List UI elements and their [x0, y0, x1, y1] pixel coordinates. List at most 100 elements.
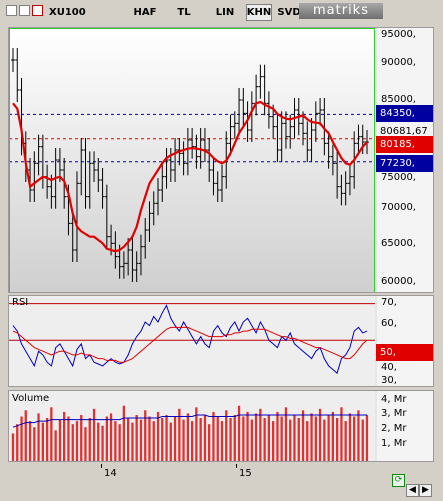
volume-bar	[24, 410, 27, 461]
volume-bar	[114, 421, 117, 461]
volume-chart	[9, 391, 375, 461]
toolbar-button-lin[interactable]: LIN	[215, 7, 235, 18]
volume-bar	[254, 413, 258, 461]
toolbar-button-khn[interactable]: KHN	[246, 4, 272, 21]
x-tick	[101, 464, 102, 468]
settings-icon[interactable]	[6, 5, 17, 16]
toolbar-button-svd[interactable]: SVD	[277, 7, 301, 18]
volume-bar	[118, 424, 121, 461]
volume-bar	[203, 415, 207, 461]
volume-bar	[105, 416, 108, 461]
volume-bar	[348, 413, 352, 461]
volume-bar	[152, 421, 155, 461]
volume-axis	[377, 391, 433, 461]
volume-bar	[178, 408, 181, 461]
volume-bar	[280, 416, 283, 461]
volume-bar	[301, 410, 305, 461]
volume-bar	[122, 405, 125, 461]
scroll-left-icon[interactable]: ◀	[406, 484, 419, 497]
volume-bar	[92, 408, 96, 461]
volume-bar	[50, 407, 53, 461]
moving-average-line	[12, 100, 368, 253]
volume-bar	[216, 416, 219, 461]
level-badge-upper: 84350,	[376, 105, 433, 122]
rsi-tick: 40,	[381, 362, 397, 373]
volume-bar	[84, 427, 87, 461]
volume-bar	[199, 418, 202, 461]
volume-tick: 3, Mr	[381, 408, 407, 419]
volume-bar	[16, 424, 19, 461]
volume-bar	[212, 411, 215, 461]
price-panel[interactable]: 95000, 90000, 85000, 75000, 70000, 65000…	[8, 27, 434, 293]
scroll-right-icon[interactable]: ▶	[419, 484, 432, 497]
volume-bar	[169, 422, 172, 461]
volume-bar	[242, 416, 245, 461]
x-axis-label: 14	[104, 468, 117, 479]
volume-bar	[11, 433, 15, 461]
volume-tick: 4, Mr	[381, 394, 407, 405]
rsi-signal-line	[12, 326, 368, 363]
price-tick: 90000,	[381, 57, 416, 68]
volume-title: Volume	[12, 393, 50, 404]
volume-bar	[37, 413, 40, 461]
volume-bar	[131, 422, 134, 461]
toolbar-button-haf[interactable]: HAF	[133, 7, 157, 18]
volume-bar	[101, 425, 104, 461]
price-tick: 85000,	[381, 94, 416, 105]
volume-bar	[284, 407, 288, 461]
x-axis-label: 15	[239, 468, 252, 479]
volume-bar	[20, 416, 23, 461]
volume-bar	[344, 421, 347, 461]
grid-icon[interactable]	[19, 5, 30, 16]
refresh-icon[interactable]: ⟳	[392, 474, 405, 487]
level-badge-mid: 80681,67	[380, 126, 428, 137]
volume-bar	[357, 410, 360, 461]
volume-bar	[135, 415, 138, 461]
toolbar: XU100 HAF TL LIN KHN SVD matriks	[0, 0, 443, 22]
rsi-background	[9, 296, 375, 386]
volume-bar	[250, 419, 253, 461]
price-tick: 60000,	[381, 276, 416, 287]
rsi-panel[interactable]: RSI 70, 60, 40, 30, 50,	[8, 295, 434, 387]
volume-average-line	[12, 414, 367, 428]
volume-bar	[267, 415, 270, 461]
volume-bar	[331, 411, 334, 461]
toolbar-button-tl[interactable]: TL	[177, 7, 191, 18]
volume-bar	[272, 421, 275, 461]
volume-bar	[127, 418, 130, 461]
volume-bar	[80, 415, 83, 461]
volume-bar	[233, 415, 236, 461]
volume-bar	[310, 413, 313, 461]
rsi-chart	[9, 296, 375, 386]
volume-bar	[28, 421, 32, 461]
volume-bar	[293, 415, 296, 461]
volume-bar	[41, 422, 44, 461]
volume-bar	[259, 408, 262, 461]
close-icon[interactable]	[32, 5, 43, 16]
volume-bar	[208, 424, 211, 461]
price-chart	[9, 28, 375, 292]
price-background	[9, 28, 375, 292]
price-tick: 95000,	[381, 29, 416, 40]
volume-bar	[225, 410, 228, 461]
volume-bar	[139, 419, 143, 461]
volume-bar	[161, 418, 164, 461]
volume-bar	[67, 416, 70, 461]
volume-bar	[297, 418, 300, 461]
volume-bar	[156, 411, 160, 461]
volume-tick: 2, Mr	[381, 423, 407, 434]
volume-bar	[173, 416, 177, 461]
volume-bar	[237, 405, 241, 461]
volume-bar	[186, 413, 189, 461]
volume-panel[interactable]: Volume 4, Mr 3, Mr 2, Mr 1, Mr	[8, 390, 434, 462]
volume-bar	[182, 419, 185, 461]
volume-bar	[88, 418, 91, 461]
volume-bar	[323, 419, 326, 461]
symbol-label[interactable]: XU100	[49, 7, 86, 18]
volume-bar	[195, 407, 198, 461]
volume-bar	[353, 416, 356, 461]
volume-bar	[58, 419, 62, 461]
price-tick: 65000,	[381, 238, 416, 249]
volume-bar	[33, 427, 36, 461]
volume-bar	[75, 421, 79, 461]
